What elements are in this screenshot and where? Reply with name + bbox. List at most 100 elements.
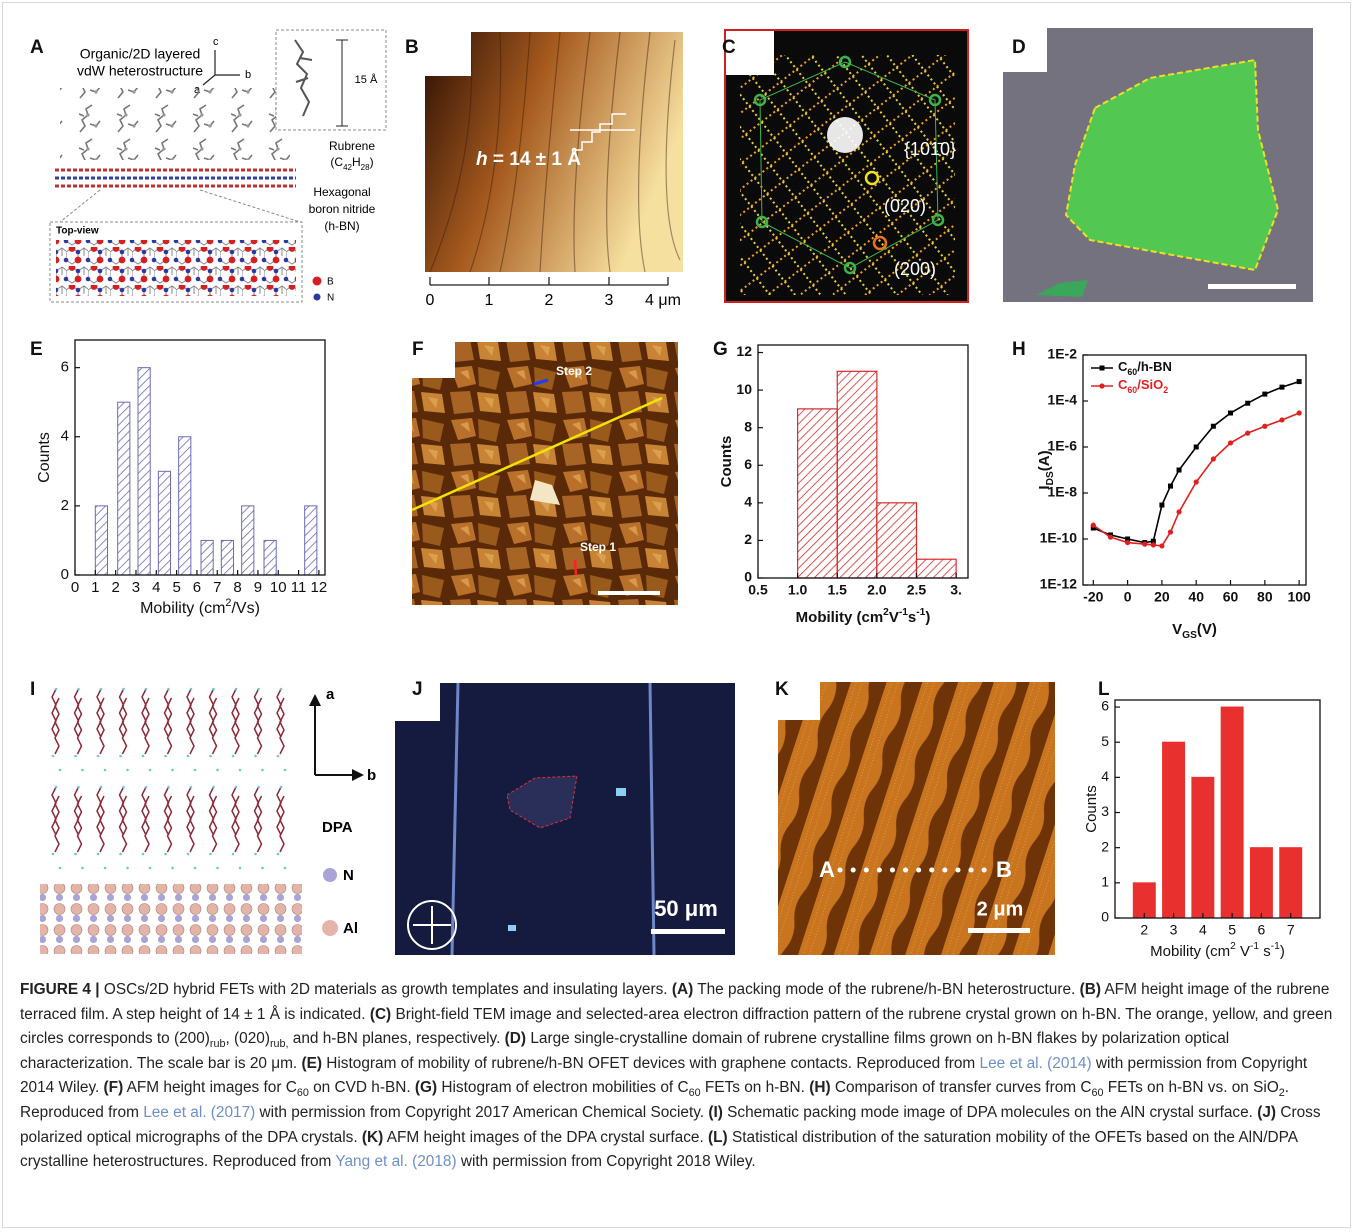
legend-label-part: /h-BN xyxy=(1137,359,1172,374)
x-axis-label-part: Mobility (cm xyxy=(1150,943,1230,960)
point xyxy=(1168,529,1173,534)
caption-sub: rub, xyxy=(270,1038,289,1050)
x-tick-label: 1.0 xyxy=(788,582,808,598)
caption-plain: FETs on h-BN vs. on SiO xyxy=(1103,1079,1278,1096)
caption-bold: (C) xyxy=(370,1006,391,1023)
y-tick-label: 10 xyxy=(736,381,752,397)
panel-label: B xyxy=(405,37,419,58)
x-tick-label: 3 xyxy=(132,579,140,596)
y-tick-label: 2 xyxy=(61,497,69,514)
caption-bold: (E) xyxy=(301,1055,322,1072)
legend-label: N xyxy=(327,293,334,304)
x-axis-label: VGS(V) xyxy=(1172,621,1217,641)
x-tick-label: 5 xyxy=(172,579,180,596)
legend-label-part: /SiO xyxy=(1137,377,1163,392)
x-tick-label: 7 xyxy=(213,579,221,596)
panel-label: C xyxy=(722,37,736,58)
crystal-speck xyxy=(616,788,626,796)
x-tick-label: 6 xyxy=(1258,922,1266,938)
point xyxy=(1228,411,1233,416)
x-tick-label: 3. xyxy=(950,582,962,598)
caption-link[interactable]: Yang et al. (2018) xyxy=(335,1153,456,1170)
y-axis-label-part: (A) xyxy=(1036,450,1053,471)
caption-plain: Schematic packing mode image of DPA mole… xyxy=(723,1104,1257,1121)
caption: FIGURE 4 | OSCs/2D hybrid FETs with 2D m… xyxy=(20,978,1338,1175)
bar xyxy=(95,506,107,575)
step-marker xyxy=(575,560,576,575)
x-tick-label: 40 xyxy=(1188,589,1204,605)
legend-marker xyxy=(1099,383,1104,388)
y-tick-label: 6 xyxy=(61,359,69,376)
legend-label-part: 60 xyxy=(1127,367,1137,377)
step-height: h = 14 ± 1 Å xyxy=(476,149,581,170)
caption-plain: , (020) xyxy=(225,1030,269,1047)
y-tick-label: 8 xyxy=(744,418,752,434)
panel-i: a b DPA N Al xyxy=(40,684,376,954)
y-axis-label: Counts xyxy=(1083,785,1100,833)
scale-bar xyxy=(598,591,660,595)
caption-link[interactable]: Lee et al. (2017) xyxy=(143,1104,255,1121)
scale-label: 2 xyxy=(545,292,554,309)
point xyxy=(1159,503,1164,508)
formula-part: ) xyxy=(370,155,374,169)
point xyxy=(1151,542,1156,547)
y-axis-label: Counts xyxy=(36,432,53,483)
caption-bold: (B) xyxy=(1080,981,1101,998)
substrate-label: (h-BN) xyxy=(324,219,359,233)
legend-swatch xyxy=(323,868,337,882)
bar xyxy=(305,506,317,575)
formula-part: H xyxy=(352,155,361,169)
scale-label: 4 μm xyxy=(645,292,681,309)
scale-label: 3 xyxy=(605,292,614,309)
x-tick-label: 2.5 xyxy=(907,582,927,598)
legend-swatch xyxy=(314,294,321,301)
y-tick-label: 1E-10 xyxy=(1040,530,1078,546)
point xyxy=(1297,410,1302,415)
y-tick-label: 2 xyxy=(1101,838,1109,854)
caption-plain: FETs on h-BN. xyxy=(701,1079,810,1096)
panel-c: {101̄0} (020) (200) xyxy=(725,30,968,302)
bar xyxy=(242,506,254,575)
label-notch xyxy=(425,32,471,76)
point xyxy=(1177,468,1182,473)
x-tick-label: 4 xyxy=(1199,922,1207,938)
caption-plain: OSCs/2D hybrid FETs with 2D materials as… xyxy=(104,981,672,998)
point xyxy=(1091,523,1096,528)
y-tick-label: 6 xyxy=(744,456,752,472)
point xyxy=(1176,509,1181,514)
bar xyxy=(264,540,276,575)
y-axis-label-part: DS xyxy=(1045,471,1056,485)
caption-plain: AFM height images for C xyxy=(123,1079,297,1096)
x-tick-label: 8 xyxy=(233,579,241,596)
scale-label: 1 xyxy=(485,292,494,309)
step-label: Step 2 xyxy=(556,364,592,378)
axis-arrows xyxy=(203,50,240,85)
point xyxy=(1297,379,1302,384)
x-tick-label: 2.0 xyxy=(867,582,887,598)
x-tick-label: 4 xyxy=(152,579,160,596)
x-axis-label-part: ) xyxy=(1280,943,1285,960)
bar xyxy=(1133,883,1155,918)
y-tick-label: 0 xyxy=(1101,909,1109,925)
legend-label: C60/SiO2 xyxy=(1118,377,1168,395)
scale-label: 50 μm xyxy=(654,896,718,921)
bar xyxy=(179,437,191,575)
panel-b: h = 14 ± 1 Å 0 1 2 3 4 μm xyxy=(425,32,683,309)
connector xyxy=(60,190,300,222)
panel-label: J xyxy=(412,679,423,700)
bar xyxy=(1163,742,1185,918)
x-tick-label: 10 xyxy=(270,579,287,596)
plot-frame xyxy=(1083,355,1306,585)
caption-bold: FIGURE 4 | xyxy=(20,981,104,998)
point xyxy=(1125,540,1130,545)
inset-label: Top-view xyxy=(56,226,99,237)
y-tick-label: 0 xyxy=(61,566,69,583)
x-axis-label-part: V xyxy=(1172,621,1182,638)
x-axis-label-part: V xyxy=(889,609,899,626)
legend-label: B xyxy=(327,277,334,288)
x-axis-label-part: Mobility (cm xyxy=(140,600,225,617)
caption-link[interactable]: Lee et al. (2014) xyxy=(980,1055,1092,1072)
spacing-label: 15 Å xyxy=(355,73,378,86)
aln-substrate xyxy=(40,884,302,954)
y-tick-label: 1E-2 xyxy=(1047,346,1077,362)
